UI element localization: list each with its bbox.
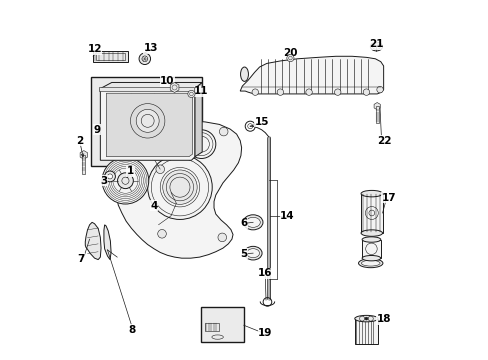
Text: 4: 4 (150, 201, 158, 211)
Bar (96, 53, 125, 60)
Polygon shape (104, 225, 111, 260)
Circle shape (334, 89, 340, 95)
Ellipse shape (243, 215, 263, 230)
Circle shape (136, 109, 159, 132)
Bar (354, 319, 377, 344)
Text: 8: 8 (128, 325, 135, 335)
Ellipse shape (361, 260, 379, 266)
Ellipse shape (245, 217, 260, 227)
Text: 20: 20 (283, 48, 297, 58)
Ellipse shape (362, 256, 380, 261)
Polygon shape (100, 82, 202, 89)
Text: 3: 3 (100, 176, 107, 186)
Text: 16: 16 (257, 268, 271, 278)
Circle shape (139, 53, 150, 64)
Text: 10: 10 (160, 76, 174, 86)
Bar (204, 323, 219, 331)
Circle shape (102, 157, 148, 204)
Text: 14: 14 (280, 211, 294, 221)
Ellipse shape (362, 237, 380, 242)
Text: 21: 21 (368, 40, 383, 49)
Circle shape (163, 170, 197, 204)
Polygon shape (106, 93, 192, 157)
Circle shape (107, 174, 112, 179)
Polygon shape (240, 56, 383, 94)
Polygon shape (373, 103, 380, 110)
Circle shape (218, 233, 226, 242)
Circle shape (158, 229, 166, 238)
Circle shape (156, 165, 164, 174)
Text: 19: 19 (258, 328, 272, 338)
Bar (82, 155, 85, 174)
Circle shape (104, 171, 115, 182)
Text: 11: 11 (194, 86, 208, 96)
Circle shape (286, 54, 293, 62)
Text: 1: 1 (126, 166, 134, 176)
Polygon shape (116, 121, 241, 258)
Bar (375, 106, 378, 123)
Circle shape (364, 317, 367, 320)
Circle shape (147, 155, 212, 220)
Circle shape (376, 86, 383, 93)
Circle shape (187, 90, 195, 98)
Text: 2: 2 (76, 136, 83, 145)
Circle shape (187, 130, 215, 158)
Circle shape (277, 89, 283, 95)
Text: 6: 6 (240, 218, 247, 228)
Text: 22: 22 (376, 136, 391, 145)
Polygon shape (100, 89, 195, 160)
Ellipse shape (246, 249, 259, 258)
Text: 17: 17 (381, 193, 395, 203)
Bar (99, 87, 194, 91)
Text: 5: 5 (240, 248, 247, 258)
Ellipse shape (360, 230, 382, 236)
Text: 7: 7 (77, 254, 84, 264)
Ellipse shape (354, 315, 377, 322)
Text: 9: 9 (93, 125, 100, 135)
Ellipse shape (358, 259, 382, 268)
Text: 13: 13 (144, 43, 158, 53)
Circle shape (363, 89, 369, 95)
Ellipse shape (240, 67, 248, 81)
Circle shape (251, 89, 258, 95)
Text: 18: 18 (376, 314, 390, 324)
Text: 12: 12 (87, 44, 102, 54)
Bar (201, 307, 244, 342)
Ellipse shape (360, 190, 382, 197)
Polygon shape (170, 82, 179, 93)
Circle shape (305, 89, 312, 95)
Bar (362, 239, 380, 258)
Ellipse shape (244, 246, 262, 260)
Polygon shape (80, 150, 87, 159)
Bar (93, 51, 128, 62)
Bar (360, 194, 382, 233)
Bar (91, 77, 202, 166)
Text: 15: 15 (254, 117, 268, 127)
Circle shape (219, 127, 227, 136)
Circle shape (122, 126, 130, 134)
Circle shape (117, 173, 133, 189)
Polygon shape (195, 82, 202, 157)
Polygon shape (85, 222, 101, 260)
